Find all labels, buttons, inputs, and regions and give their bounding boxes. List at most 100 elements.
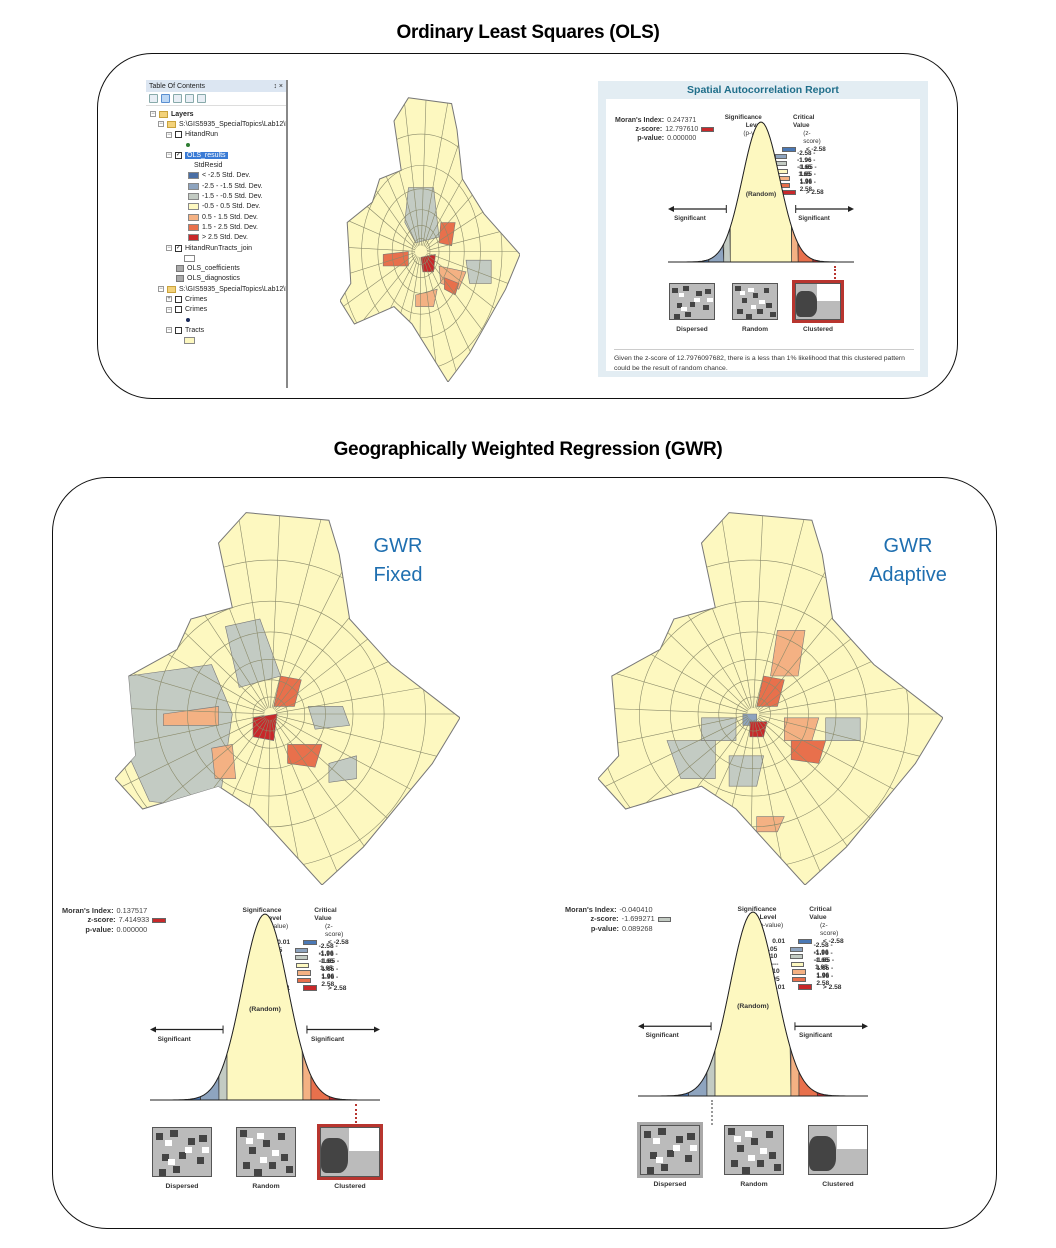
ols-residuals-map <box>339 92 521 383</box>
p-value-value: 0.000000 <box>667 135 697 142</box>
layer-crimes-1[interactable]: + Crimes <box>166 295 208 303</box>
layer-checkbox[interactable]: ✓ <box>175 244 182 252</box>
pattern-random: Random <box>728 283 782 333</box>
layer-hitandrun[interactable]: − HitandRun <box>166 131 219 139</box>
z-score-swatch <box>152 917 166 923</box>
collapse-icon[interactable]: − <box>166 245 172 251</box>
significant-right-label: Significant <box>798 215 830 222</box>
color-swatch <box>188 193 199 201</box>
report-stats: Moran's Index: 0.137517 z-score: 7.414933 … <box>62 906 166 934</box>
tree-folder-1[interactable]: − S:\GIS5935_SpecialTopics\Lab12\D <box>158 120 286 128</box>
pattern-clustered: Clustered <box>791 280 845 333</box>
layer-ols-results[interactable]: − ✓ OLS_results <box>166 151 228 159</box>
clustered-pattern-image <box>792 280 844 323</box>
ols-section-title: Ordinary Least Squares (OLS) <box>396 22 660 43</box>
close-icon[interactable]: × <box>278 82 283 90</box>
pin-icon[interactable]: ↕ <box>273 82 277 90</box>
pointer-connector <box>711 1100 714 1125</box>
report-title: Spatial Autocorrelation Report <box>687 84 839 96</box>
gwr-adaptive-map <box>597 505 944 886</box>
table-ols-diagnostics[interactable]: OLS_diagnostics <box>150 274 286 284</box>
pattern-thumbnails: Dispersed Random Clustered <box>148 1124 384 1190</box>
legend-swatch <box>297 970 311 976</box>
gwr-fixed-map <box>114 505 461 886</box>
random-label: (Random) <box>745 191 777 198</box>
polygon-symbol-icon <box>184 337 195 345</box>
legend-swatch <box>792 976 806 983</box>
p-value-value: 0.089268 <box>621 923 653 933</box>
random-label: (Random) <box>737 1003 769 1010</box>
gwr-adaptive-label: GWR Adaptive <box>869 535 947 586</box>
legend-swatch <box>294 947 309 953</box>
clustered-pattern-image <box>317 1124 383 1180</box>
toc-toolbar <box>146 92 286 106</box>
random-pattern-image <box>236 1127 296 1177</box>
legend-class: -0.5 - 0.5 Std. Dev. <box>188 202 286 212</box>
legend-row: 0.05-2.58 - -1.96 <box>764 942 833 957</box>
legend-swatch <box>797 939 813 945</box>
list-by-source-icon[interactable] <box>161 94 170 103</box>
z-score-value: -1.699271 <box>621 914 655 924</box>
collapse-icon[interactable]: − <box>166 131 172 138</box>
morans-index-value: 0.137517 <box>116 906 148 915</box>
layer-checkbox[interactable] <box>175 295 182 303</box>
layer-join[interactable]: − ✓ HitandRunTracts_join <box>166 244 253 252</box>
layer-tracts[interactable]: − Tracts <box>166 326 205 334</box>
p-value-value: 0.000000 <box>116 924 148 934</box>
legend-row: 0.01> 2.58 <box>772 983 842 991</box>
list-by-drawing-order-icon[interactable] <box>149 94 158 103</box>
table-icon <box>176 265 184 273</box>
random-pattern-image <box>724 1125 784 1175</box>
collapse-icon[interactable]: − <box>150 111 156 118</box>
layer-checkbox[interactable]: ✓ <box>175 151 182 159</box>
legend-class: > 2.5 Std. Dev. <box>188 233 286 243</box>
significant-left-label: Significant <box>674 215 706 222</box>
layer-checkbox[interactable] <box>175 306 182 314</box>
layer-checkbox[interactable] <box>175 131 182 139</box>
point-symbol-icon <box>186 143 190 148</box>
layer-checkbox[interactable] <box>175 326 182 334</box>
color-swatch <box>188 182 199 190</box>
legend-swatch <box>789 954 804 960</box>
expand-icon[interactable]: + <box>166 296 172 303</box>
folder-icon <box>167 120 176 128</box>
collapse-icon[interactable]: − <box>166 327 172 334</box>
table-ols-coefficients[interactable]: OLS_coefficients <box>150 263 286 273</box>
z-score-value: 7.414933 <box>118 915 150 925</box>
field-name: StdResid <box>194 162 223 170</box>
collapse-icon[interactable]: − <box>166 306 172 313</box>
pointer-connector <box>833 266 836 283</box>
pointer-connector <box>354 1104 357 1127</box>
legend-swatch <box>791 961 805 968</box>
options-icon[interactable] <box>197 94 206 103</box>
z-score-swatch <box>701 127 715 132</box>
z-score-swatch <box>657 916 672 922</box>
legend-row: 0.01< -2.58 <box>772 938 844 946</box>
legend-swatch <box>302 985 318 991</box>
morans-index-value: 0.247371 <box>667 117 697 124</box>
collapse-icon[interactable]: − <box>158 286 164 293</box>
tree-layers[interactable]: − Layers <box>150 110 194 118</box>
list-by-selection-icon[interactable] <box>185 94 194 103</box>
color-swatch <box>188 234 199 242</box>
list-by-visibility-icon[interactable] <box>173 94 182 103</box>
layer-crimes-2[interactable]: − Crimes <box>166 306 208 314</box>
color-swatch <box>188 203 199 211</box>
legend-row: 0.01< -2.58 <box>277 939 349 947</box>
report-stats: Moran's Index: -0.040410 z-score: -1.69927… <box>565 905 672 933</box>
clustered-pattern-image <box>808 1125 868 1175</box>
legend-class: < -2.5 Std. Dev. <box>188 171 286 181</box>
legend-swatch <box>302 940 318 946</box>
significant-right-label: Significant <box>799 1032 833 1040</box>
random-label: (Random) <box>249 1006 281 1013</box>
report-note: Given the z-score of 12.7976097682, ther… <box>614 349 914 373</box>
collapse-icon[interactable]: − <box>166 152 172 159</box>
normal-distribution-curve: (Random) Significant Significant <box>638 906 868 1100</box>
pattern-dispersed: Dispersed <box>665 283 719 333</box>
legend-swatch <box>789 946 804 952</box>
significant-left-label: Significant <box>645 1032 679 1040</box>
collapse-icon[interactable]: − <box>158 121 164 128</box>
tree-folder-2[interactable]: − S:\GIS5935_SpecialTopics\Lab12\D <box>158 285 286 293</box>
toc-header: Table Of Contents ↕ × <box>146 80 286 92</box>
pattern-random: Random <box>232 1127 300 1190</box>
